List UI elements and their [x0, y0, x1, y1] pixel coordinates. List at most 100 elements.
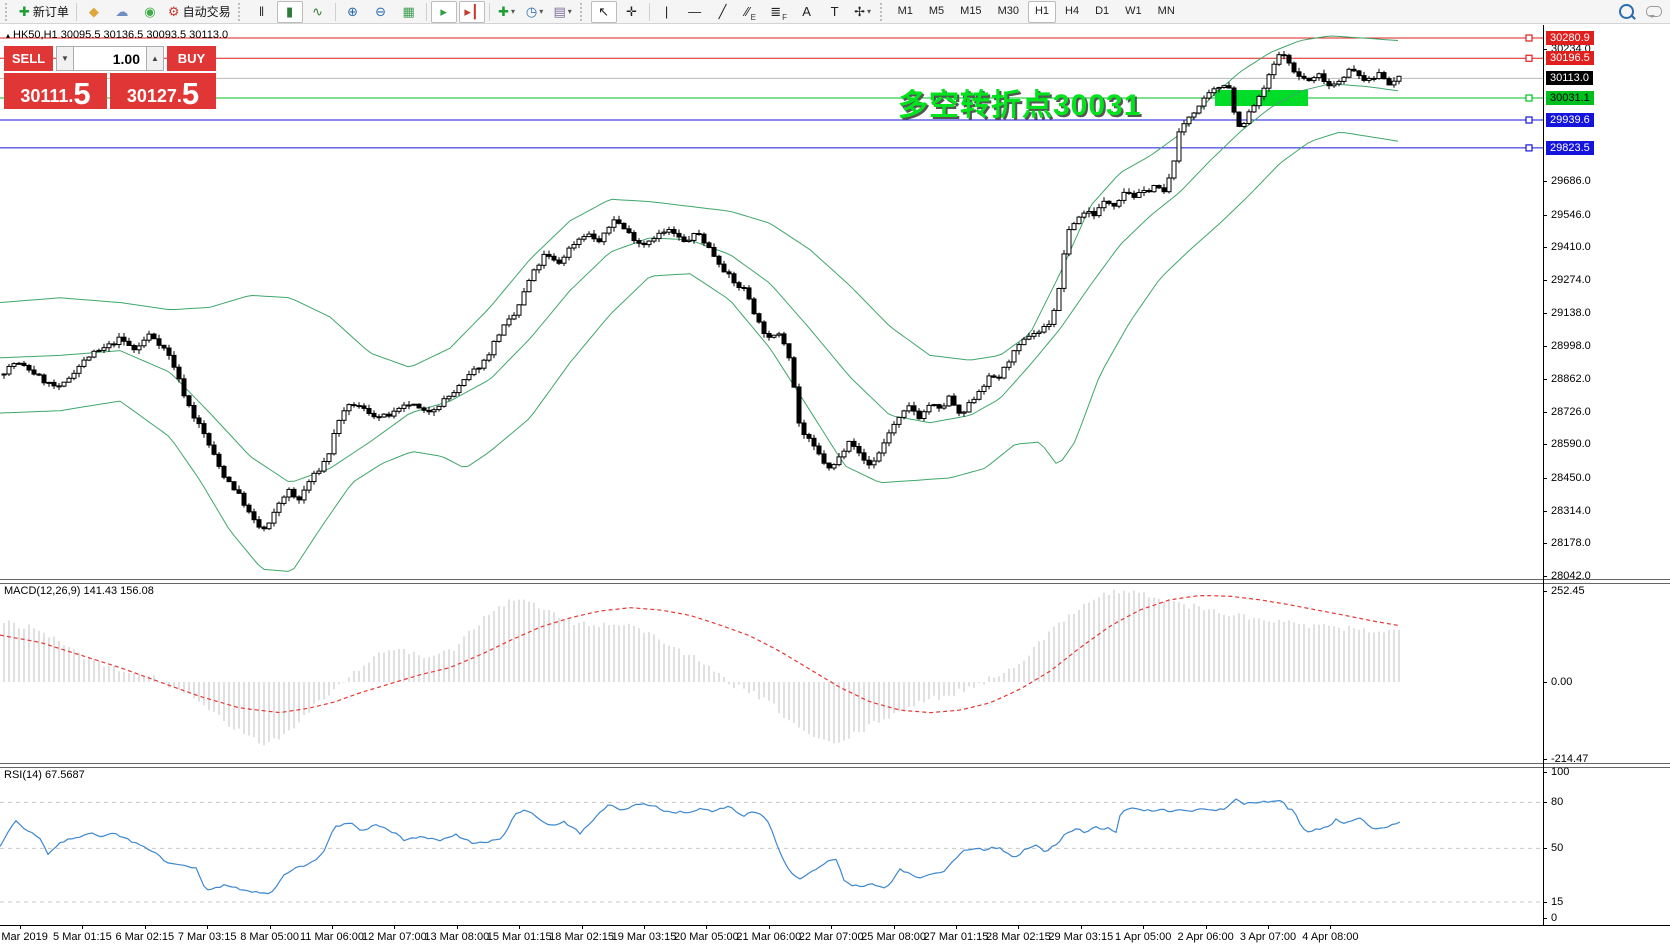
- search-icon: [1618, 4, 1634, 19]
- timeframe-tf-m5-button[interactable]: M5: [922, 1, 951, 23]
- chart-window[interactable]: ▴ HK50,H1 30095.5 30136.5 30093.5 30113.0…: [0, 25, 1670, 945]
- auto-scroll-icon[interactable]: ▸: [430, 0, 457, 23]
- arrows-dropdown-caret[interactable]: ▾: [867, 6, 872, 16]
- time-tick-label: 19 Mar 03:15: [611, 931, 677, 943]
- price-tick-label: 28998.0: [1551, 340, 1591, 353]
- price-tick-mark: [1543, 247, 1547, 249]
- periods-dropdown-caret[interactable]: ▾: [539, 6, 544, 16]
- tile-windows-icon[interactable]: ▦: [396, 1, 422, 23]
- bar-chart-icon[interactable]: ‖: [249, 1, 275, 23]
- time-tick-mark: [956, 925, 957, 929]
- signals-glyph: ◉: [144, 4, 156, 19]
- rsi-plot[interactable]: [0, 766, 1543, 924]
- time-tick-mark: [394, 925, 396, 929]
- timeframe-tf-d1-button[interactable]: D1: [1088, 1, 1116, 23]
- cursor-icon[interactable]: ↖: [590, 0, 617, 23]
- buy-button[interactable]: BUY: [167, 46, 216, 71]
- sell-button[interactable]: SELL: [4, 46, 53, 71]
- new-order-icon[interactable]: ✚ 新订单: [16, 1, 72, 23]
- sell-price-main: 30111.: [20, 86, 74, 106]
- tf-d1-label: D1: [1095, 5, 1110, 17]
- trendline-icon[interactable]: ╱: [710, 1, 736, 23]
- time-tick-mark: [1330, 925, 1332, 929]
- buy-price[interactable]: 30127. 5: [110, 73, 216, 109]
- autotrading-glyph: ⚙: [167, 4, 180, 19]
- timeframe-tf-m15-button[interactable]: M15: [953, 1, 988, 23]
- macd-label: MACD(12,26,9) 141.43 156.08: [4, 585, 154, 597]
- chart-shift-icon[interactable]: ▸┃: [458, 0, 485, 23]
- time-tick-mark: [20, 925, 21, 929]
- time-tick-mark: [332, 925, 333, 929]
- time-tick-label: 18 Mar 02:15: [549, 931, 614, 943]
- time-tick-label: 8 Mar 05:00: [240, 931, 299, 943]
- time-tick-label: 15 Mar 01:15: [486, 931, 552, 943]
- equidistant-channel-icon[interactable]: ⁄⁄ E: [738, 1, 764, 23]
- time-tick-mark: [768, 925, 770, 929]
- search[interactable]: [1613, 1, 1639, 23]
- zoom-in-icon[interactable]: ⊕: [340, 1, 366, 23]
- price-tick-mark: [1543, 576, 1547, 577]
- macd-splitter[interactable]: [0, 579, 1670, 584]
- virtual-hosting-icon[interactable]: ☁: [109, 1, 135, 23]
- arrows-icon[interactable]: ✢ ▾: [850, 1, 876, 23]
- volume-down-button[interactable]: ▼: [56, 46, 74, 71]
- timeframe-tf-h4-button[interactable]: H4: [1058, 1, 1086, 23]
- price-tick-label: 28590.0: [1551, 438, 1591, 451]
- timeframe-tf-w1-button[interactable]: W1: [1118, 1, 1149, 23]
- text-label-icon[interactable]: T: [822, 1, 848, 23]
- line-chart-icon[interactable]: ∿: [305, 1, 331, 23]
- candlestick-chart-glyph: ▮: [286, 4, 294, 19]
- templates-dropdown-caret[interactable]: ▾: [567, 6, 572, 16]
- price-tick-label: 29546.0: [1551, 208, 1591, 221]
- templates-icon[interactable]: ▤ ▾: [550, 1, 576, 23]
- timeframe-tf-h1-button[interactable]: H1: [1027, 0, 1057, 23]
- periods-glyph: ◷: [525, 4, 538, 19]
- horizontal-line-icon[interactable]: —: [682, 1, 708, 23]
- fibonacci-icon[interactable]: ≣ F: [766, 1, 792, 23]
- vertical-line-icon[interactable]: |: [654, 1, 680, 23]
- sell-price[interactable]: 30111. 5: [4, 73, 107, 109]
- bar-chart-glyph: ‖: [258, 4, 265, 19]
- volume-up-button[interactable]: ▲: [146, 46, 164, 71]
- volume-input[interactable]: [74, 46, 146, 71]
- chart-shift-glyph: ▸┃: [464, 4, 479, 19]
- autotrading-icon[interactable]: ⚙ 自动交易: [165, 1, 234, 23]
- signals-icon[interactable]: ◉: [137, 1, 163, 23]
- price-tick-mark: [1543, 49, 1547, 51]
- indicators-icon[interactable]: ✚ ▾: [494, 1, 520, 23]
- time-tick-label: 3 Apr 07:00: [1239, 931, 1297, 943]
- time-tick-mark: [1268, 925, 1269, 929]
- zoom-out-icon[interactable]: ⊖: [368, 1, 394, 23]
- price-tick-mark: [1543, 312, 1547, 314]
- time-tick-label: 1 Apr 05:00: [1115, 931, 1172, 943]
- rsi-splitter[interactable]: [0, 763, 1670, 768]
- macd-plot[interactable]: [0, 581, 1543, 764]
- main-chart-plot[interactable]: [0, 25, 1543, 579]
- chat-icon: [1646, 6, 1662, 18]
- chat[interactable]: [1641, 1, 1667, 23]
- arrows-glyph: ✢: [854, 4, 866, 19]
- periods-icon[interactable]: ◷ ▾: [522, 1, 548, 23]
- text-icon[interactable]: A: [794, 1, 820, 23]
- tf-m1-label: M1: [897, 5, 913, 17]
- price-tick-mark: [1543, 411, 1547, 413]
- buy-price-pip: 5: [181, 75, 200, 111]
- price-tick-label: 29410.0: [1551, 241, 1591, 254]
- autotrading-label: 自动交易: [182, 4, 231, 19]
- crosshair-glyph: ✛: [626, 4, 638, 19]
- zoom-in-glyph: ⊕: [347, 4, 359, 19]
- candlestick-chart-icon[interactable]: ▮: [276, 0, 303, 23]
- timeframe-tf-mn-button[interactable]: MN: [1151, 1, 1182, 23]
- price-tick-label: 28726.0: [1551, 405, 1591, 418]
- rsi-label: RSI(14) 67.5687: [4, 769, 85, 781]
- metaeditor-icon[interactable]: ◆: [81, 1, 107, 23]
- time-tick-label: 27 Mar 01:15: [923, 931, 989, 943]
- timeframe-tf-m30-button[interactable]: M30: [991, 1, 1026, 23]
- timeframe-tf-m1-button[interactable]: M1: [891, 1, 920, 23]
- crosshair-icon[interactable]: ✛: [619, 1, 645, 23]
- trendline-glyph: ╱: [718, 4, 727, 19]
- time-tick-label: 2 Apr 06:00: [1177, 931, 1234, 943]
- fibonacci-glyph: ≣: [770, 4, 782, 19]
- indicators-dropdown-caret[interactable]: ▾: [511, 6, 516, 16]
- macd-tick-label: 252.45: [1551, 584, 1585, 597]
